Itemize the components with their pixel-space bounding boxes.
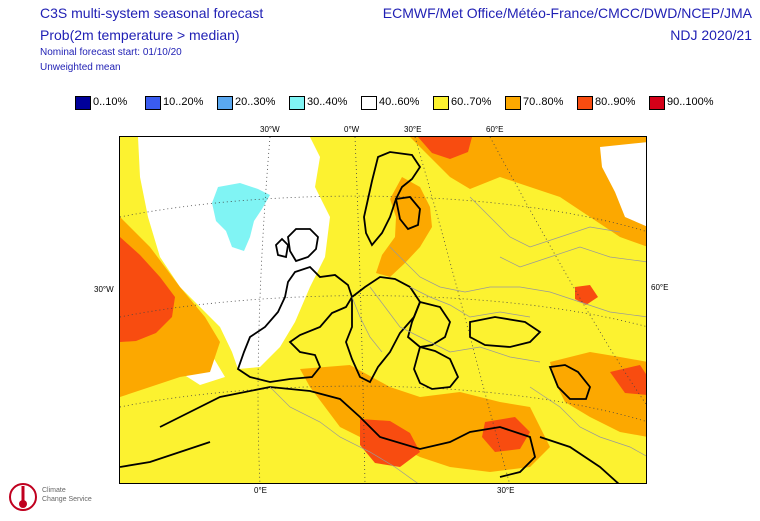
legend-label: 80..90% — [595, 96, 636, 108]
bottom-label-0e: 0°E — [254, 486, 267, 495]
region-30-40-atlantic — [212, 183, 270, 251]
weighting-label: Unweighted mean — [40, 62, 121, 73]
nominal-start-label: Nominal forecast start: 01/10/20 — [40, 47, 182, 58]
map-title: C3S multi-system seasonal forecast — [40, 5, 264, 21]
legend-swatch — [145, 96, 161, 110]
legend-label: 20..30% — [235, 96, 276, 108]
left-label-30w: 30°W — [94, 285, 114, 294]
climate-change-service-logo-icon — [9, 483, 37, 511]
legend-swatch — [361, 96, 377, 110]
top-label-60e: 60°E — [486, 125, 504, 134]
legend-swatch — [505, 96, 521, 110]
region-70-80-scandinavia — [376, 177, 432, 277]
map-svg — [120, 137, 646, 483]
legend-label: 60..70% — [451, 96, 492, 108]
region-40-60-atlantic — [138, 137, 330, 369]
legend-label: 90..100% — [667, 96, 714, 108]
top-label-30e: 30°E — [404, 125, 422, 134]
region-70-80-mediterranean — [300, 365, 550, 472]
region-80-90-caspian — [610, 365, 646, 395]
logo-text-line-1: Climate — [42, 487, 66, 494]
legend-swatch — [649, 96, 665, 110]
top-label-0w: 0°W — [344, 125, 360, 134]
right-label-60e: 60°E — [651, 283, 669, 292]
legend-swatch — [217, 96, 233, 110]
period-label: NDJ 2020/21 — [670, 27, 752, 43]
country-borders — [269, 196, 646, 483]
legend-swatch — [75, 96, 91, 110]
logo-text-line-2: Change Service — [42, 496, 92, 503]
logo-text: Climate Change Service — [42, 486, 92, 504]
legend-swatch — [433, 96, 449, 110]
legend-label: 10..20% — [163, 96, 204, 108]
region-80-90-southwest — [120, 237, 175, 342]
graticule — [120, 137, 646, 483]
top-label-30w: 30°W — [260, 125, 280, 134]
region-80-90-egypt — [482, 417, 530, 452]
map-subtitle: Prob(2m temperature > median) — [40, 27, 240, 43]
region-80-90-north — [418, 137, 472, 159]
region-70-80-northeast — [410, 137, 646, 247]
climate-change-service-logo: Climate Change Service — [6, 478, 106, 518]
coastlines — [120, 151, 620, 483]
legend-label: 0..10% — [93, 96, 128, 108]
region-80-90-black-sea — [575, 285, 598, 305]
legend-swatch — [289, 96, 305, 110]
legend-label: 40..60% — [379, 96, 420, 108]
probability-map — [119, 136, 647, 484]
legend-label: 70..80% — [523, 96, 564, 108]
bottom-label-30e: 30°E — [497, 486, 515, 495]
legend-swatch — [577, 96, 593, 110]
legend-label: 30..40% — [307, 96, 348, 108]
centres-label: ECMWF/Met Office/Météo-France/CMCC/DWD/N… — [382, 5, 752, 21]
region-40-60-east — [600, 142, 646, 227]
